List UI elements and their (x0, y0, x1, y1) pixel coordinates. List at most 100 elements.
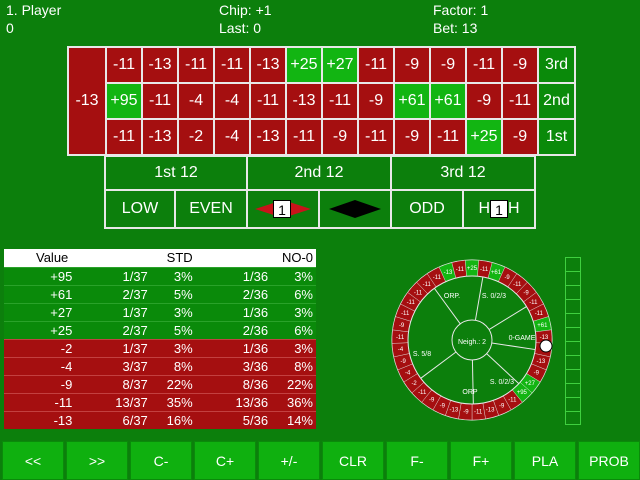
number-cell[interactable]: +61 (393, 82, 431, 120)
button-1[interactable]: >> (66, 441, 128, 480)
number-cell[interactable]: -13 (285, 82, 323, 120)
stats-cell-no0_pct: 6% (271, 284, 316, 303)
button-8[interactable]: PLA (514, 441, 576, 480)
stats-cell-std_pct: 35% (150, 392, 196, 411)
number-cell[interactable]: -9 (465, 82, 503, 120)
column-bet-1st[interactable]: 1st (537, 118, 576, 156)
number-cell[interactable]: -9 (429, 46, 467, 84)
stats-cell-std: 2/37 (75, 320, 151, 339)
number-cell[interactable]: -2 (177, 118, 215, 156)
number-cell[interactable]: -9 (393, 118, 431, 156)
number-cell[interactable]: -9 (357, 82, 395, 120)
wheel-pocket-label: -11 (535, 311, 544, 317)
stats-row: +25 2/37 5% 2/36 6% (4, 320, 316, 339)
ball-marker-icon (539, 339, 553, 353)
stats-cell-std: 6/37 (75, 410, 151, 429)
wheel-sector-label: S. 0/2/3 (490, 379, 514, 386)
button-4[interactable]: +/- (258, 441, 320, 480)
stats-cell-no0_pct: 3% (271, 266, 316, 285)
number-cell[interactable]: -4 (213, 82, 251, 120)
bet-meter (565, 257, 581, 425)
number-cell[interactable]: -4 (177, 82, 215, 120)
wheel-pocket-label: -11 (508, 398, 517, 404)
column-bet-2nd[interactable]: 2nd (537, 82, 576, 120)
stats-cell-no0_pct: 14% (271, 410, 316, 429)
wheel-pocket-label: -11 (418, 390, 427, 396)
stats-cell-value: -4 (4, 356, 76, 375)
zero-cell[interactable]: -13 (67, 46, 107, 156)
button-6[interactable]: F- (386, 441, 448, 480)
statistics-table: Value STD NO-0 +95 1/37 3% 1/36 3% +61 2/37 5% 2… (4, 249, 316, 429)
stats-row: -11 13/37 35% 13/36 36% (4, 392, 316, 411)
number-cell[interactable]: -11 (357, 118, 395, 156)
bet-even[interactable]: EVEN (176, 191, 248, 229)
button-0[interactable]: << (2, 441, 64, 480)
number-cell[interactable]: -9 (501, 118, 539, 156)
bet-high[interactable]: H 1 H (464, 191, 536, 229)
stats-cell-no0: 2/36 (195, 284, 272, 303)
number-cell[interactable]: +95 (105, 82, 143, 120)
sector-divider (471, 359, 474, 404)
wheel-pocket-label: +61 (491, 270, 502, 276)
stats-row: -2 1/37 3% 1/36 3% (4, 338, 316, 357)
number-cell[interactable]: -11 (429, 118, 467, 156)
wheel-pocket-label: -11 (396, 335, 405, 341)
wheel-pocket-label: -4 (405, 370, 411, 376)
number-cell[interactable]: -13 (249, 118, 287, 156)
high-chip-marker: 1 (490, 200, 508, 218)
stats-cell-no0: 1/36 (195, 338, 272, 357)
dozen-1st[interactable]: 1st 12 (104, 155, 248, 191)
bet-low[interactable]: LOW (104, 191, 176, 229)
wheel-pocket-label: -9 (429, 398, 435, 404)
button-5[interactable]: CLR (322, 441, 384, 480)
button-3[interactable]: C+ (194, 441, 256, 480)
number-cell[interactable]: -9 (393, 46, 431, 84)
number-cell[interactable]: -11 (465, 46, 503, 84)
number-cell[interactable]: -11 (321, 82, 359, 120)
number-cell[interactable]: -11 (141, 82, 179, 120)
number-cell[interactable]: -11 (285, 118, 323, 156)
button-7[interactable]: F+ (450, 441, 512, 480)
stats-cell-no0: 3/36 (195, 356, 272, 375)
stats-cell-std_pct: 3% (150, 338, 196, 357)
wheel-sector-label: 0-GAME (509, 335, 536, 342)
number-cell[interactable]: -11 (105, 46, 143, 84)
number-cell[interactable]: -11 (501, 82, 539, 120)
wheel-pocket-label: -13 (540, 335, 549, 341)
bet-odd[interactable]: ODD (392, 191, 464, 229)
number-cell[interactable]: -4 (213, 118, 251, 156)
number-cell[interactable]: +25 (465, 118, 503, 156)
number-cell[interactable]: -9 (321, 118, 359, 156)
sector-divider (474, 276, 484, 321)
wheel-sector-label: ORP. (444, 293, 460, 300)
stats-row: +27 1/37 3% 1/36 3% (4, 302, 316, 321)
number-cell[interactable]: -13 (249, 46, 287, 84)
wheel-pocket-label: -13 (444, 270, 453, 276)
number-cell[interactable]: -13 (141, 46, 179, 84)
high-label-right: H (508, 200, 520, 217)
number-cell[interactable]: -11 (177, 46, 215, 84)
bet-black[interactable] (320, 191, 392, 229)
number-cell[interactable]: +27 (321, 46, 359, 84)
number-cell[interactable]: -11 (105, 118, 143, 156)
button-9[interactable]: PROB (578, 441, 640, 480)
bet-red[interactable]: 1 (248, 191, 320, 229)
number-cell[interactable]: -11 (213, 46, 251, 84)
number-cell[interactable]: +61 (429, 82, 467, 120)
number-cell[interactable]: -11 (249, 82, 287, 120)
stats-cell-no0: 2/36 (195, 320, 272, 339)
wheel-pocket-label: -9 (504, 275, 510, 281)
dozen-3rd[interactable]: 3rd 12 (392, 155, 536, 191)
wheel-pocket-label: -11 (480, 267, 489, 273)
number-cell[interactable]: -13 (141, 118, 179, 156)
stats-cell-no0: 1/36 (195, 302, 272, 321)
number-cell[interactable]: -11 (357, 46, 395, 84)
dozen-2nd[interactable]: 2nd 12 (248, 155, 392, 191)
number-cell[interactable]: -9 (501, 46, 539, 84)
button-2[interactable]: C- (130, 441, 192, 480)
red-chip-marker: 1 (273, 200, 291, 218)
column-bet-3rd[interactable]: 3rd (537, 46, 576, 84)
player-label: 1. Player (6, 2, 62, 18)
number-cell[interactable]: +25 (285, 46, 323, 84)
stats-cell-no0_pct: 8% (271, 356, 316, 375)
